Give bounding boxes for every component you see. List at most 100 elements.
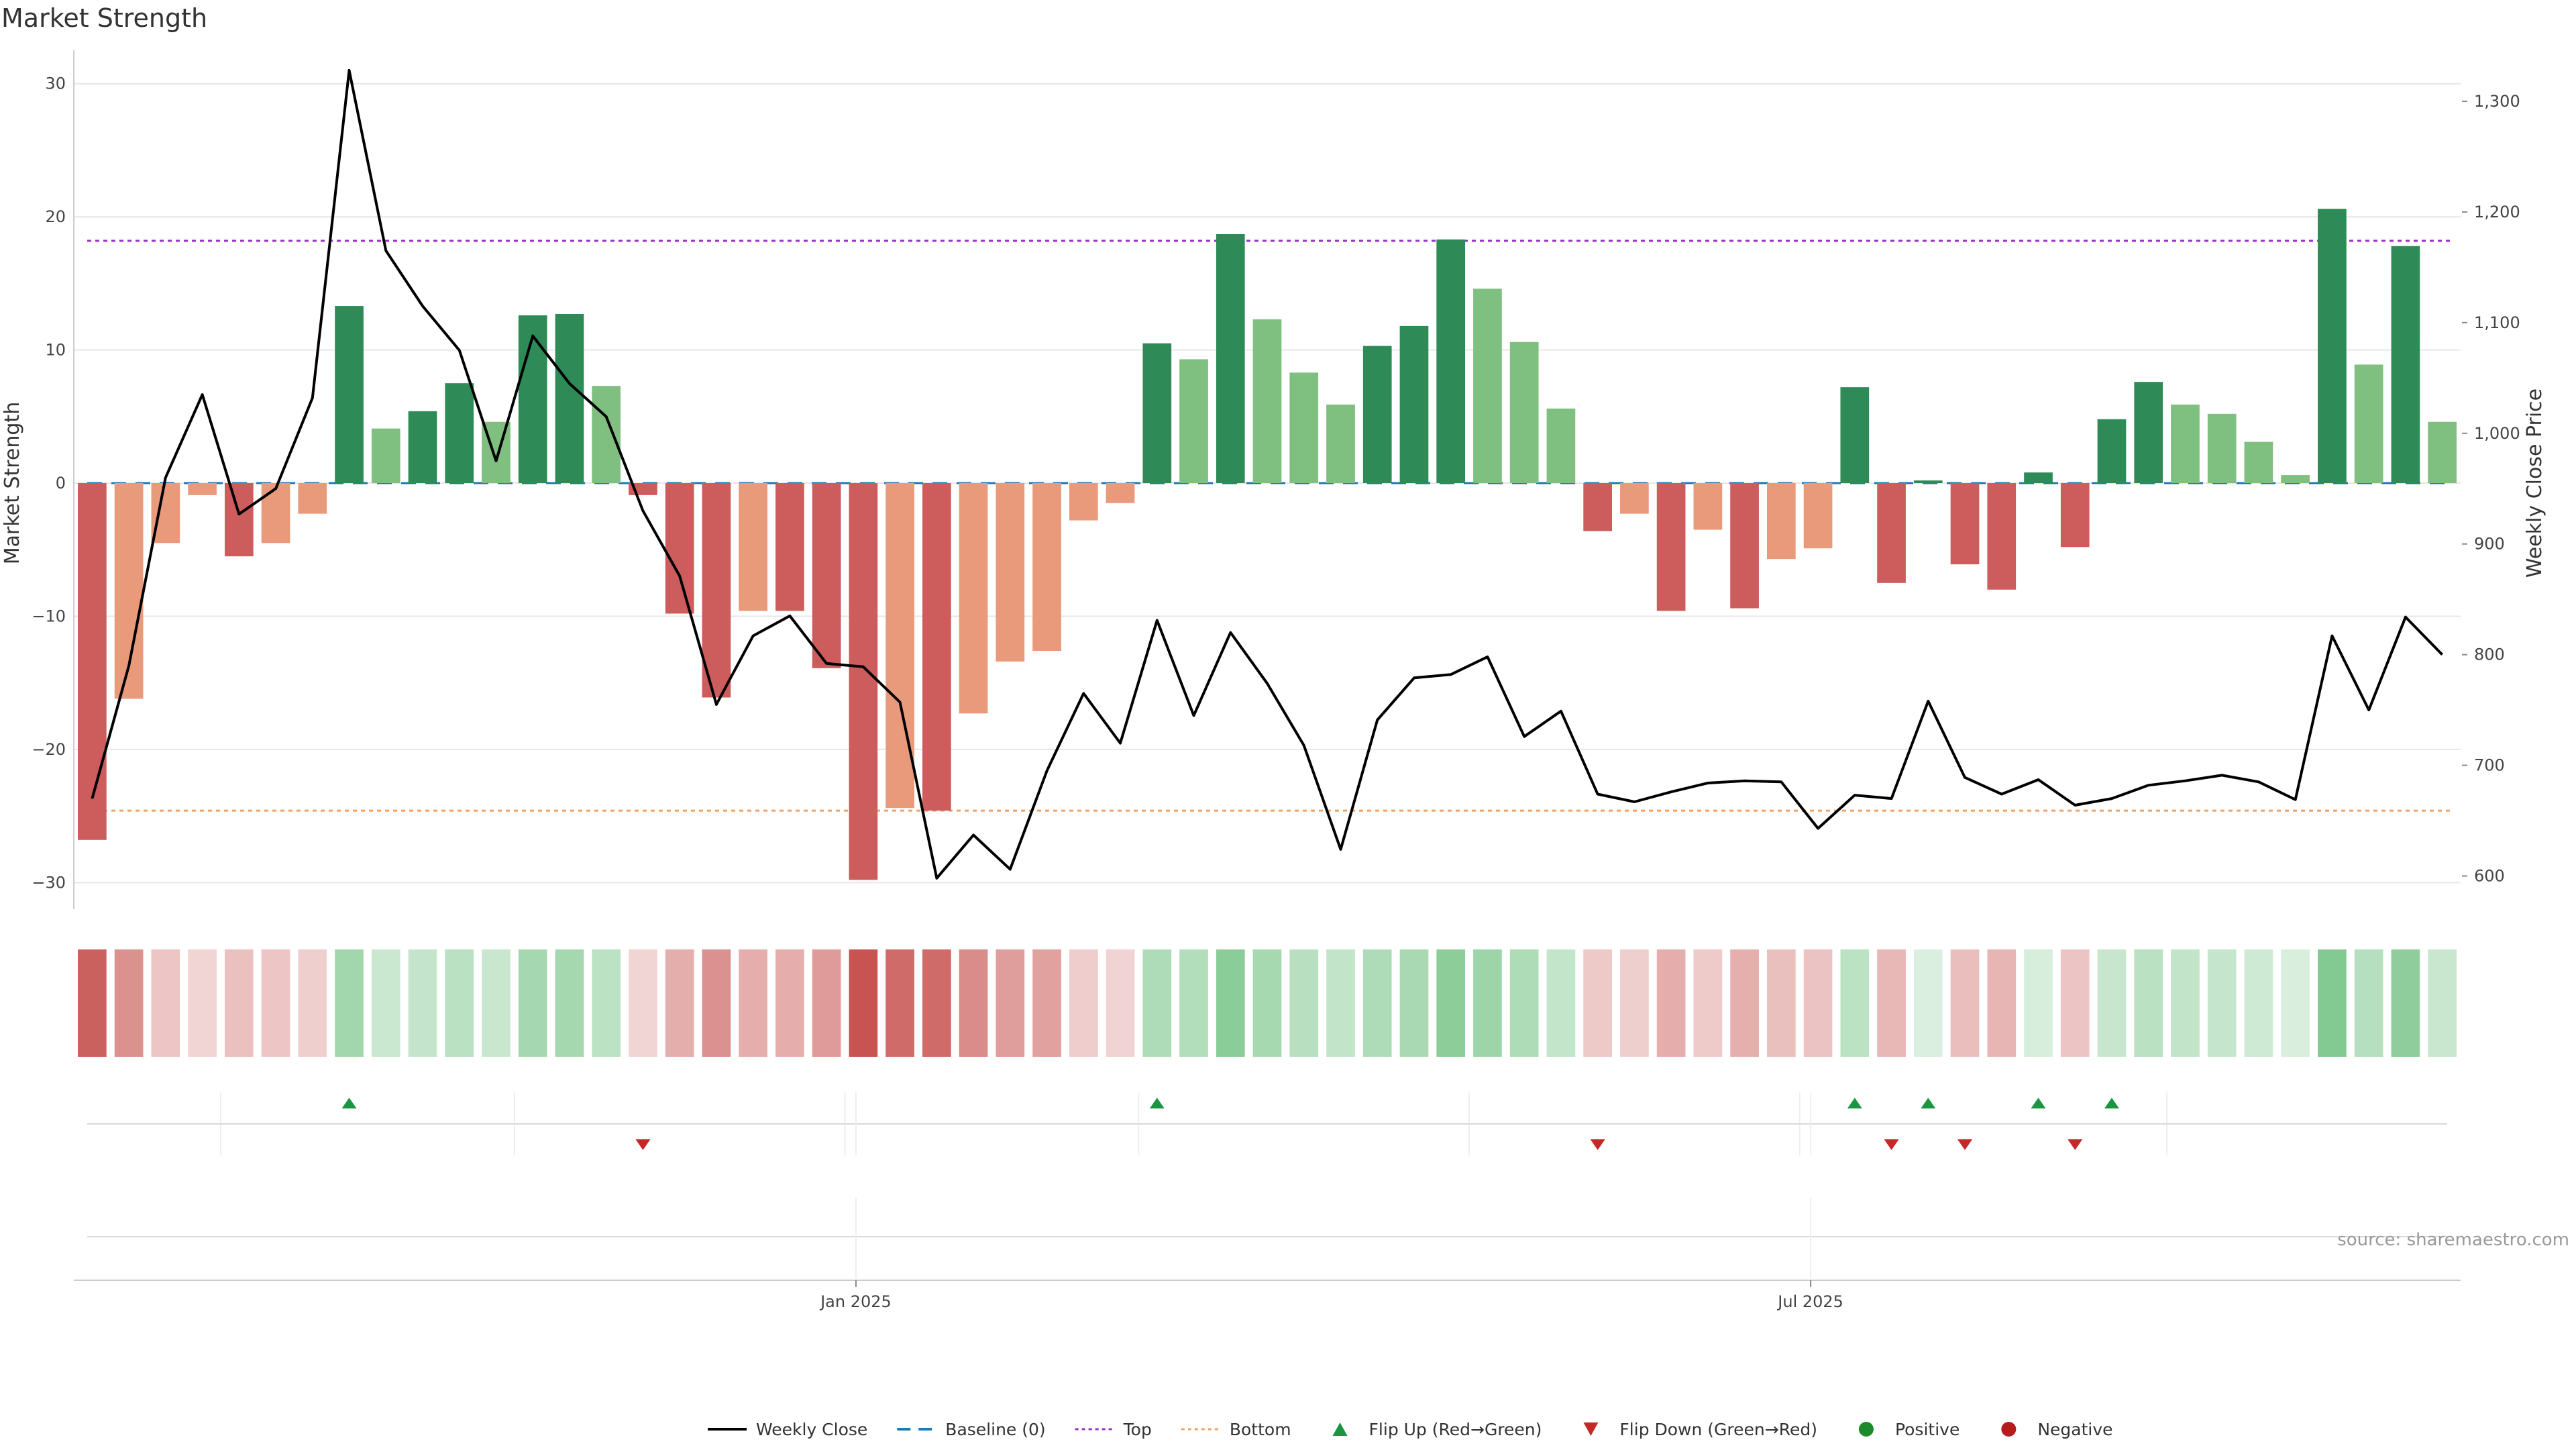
strength-bar [2207,413,2237,483]
x-tick-label: Jan 2025 [819,1292,892,1311]
flip-up-marker [2104,1098,2119,1108]
strength-bar [1620,483,1649,514]
strength-cell [188,949,217,1057]
strength-cell [2354,949,2383,1057]
flip-up-marker [341,1098,357,1108]
strength-bar [1546,408,1576,483]
strength-bar [739,483,768,611]
flip-markers-panel [87,1092,2447,1155]
strength-bar [1142,343,1172,483]
weekly-close-line [91,68,2444,880]
strength-bar [1766,483,1796,560]
legend-triangle-up-swatch [1332,1422,1348,1436]
strength-bar [2354,364,2383,483]
flip-down-marker [1590,1139,1605,1150]
strength-cell [1399,949,1429,1057]
strength-cell [371,949,400,1057]
strength-bar [1179,359,1208,483]
legend-item: Positive [1858,1420,1960,1439]
strength-cell [1730,949,1759,1057]
strength-bar [408,411,437,483]
strength-cell [1913,949,1943,1057]
y2-tick-label: 600 [2474,867,2505,886]
legend-label: Bottom [1230,1420,1291,1439]
strength-bar [2060,483,2090,548]
strength-cell [1179,949,1208,1057]
y-tick-label: 0 [56,474,66,492]
strength-cell [298,949,327,1057]
legend-label: Top [1123,1420,1152,1439]
strength-cell [2318,949,2347,1057]
strength-cell [482,949,511,1057]
strength-cell [1069,949,1098,1057]
y-axis-label: Market Strength [1,402,24,564]
flip-up-marker [1847,1098,1862,1108]
flip-down-marker [2068,1139,2083,1150]
chart-title: Market Strength [1,3,207,33]
source-text: source: sharemaestro.com [2337,1230,2569,1250]
strength-cell [1583,949,1612,1057]
legend-dot-swatch [2001,1422,2017,1437]
strength-bar [1362,346,1392,483]
strength-cell [922,949,951,1057]
strength-bar [1473,289,1502,483]
strength-bar [335,306,364,483]
legend-label: Weekly Close [756,1420,867,1439]
strength-cell [1436,949,1466,1057]
strength-bar [1032,483,1061,652]
flip-up-marker [1149,1098,1165,1108]
y2-tick-label: 1,100 [2474,313,2520,332]
strength-bar [1106,483,1135,503]
legend-item: Flip Up (Red→Green) [1332,1420,1542,1439]
flip-up-marker [2031,1098,2046,1108]
strength-bar [2244,442,2273,483]
y2-tick-label: 1,000 [2474,424,2520,443]
strength-bar [188,483,217,495]
legend-item: Negative [2001,1420,2113,1439]
strength-cell [1656,949,1686,1057]
strength-cell [1289,949,1319,1057]
y2-tick-label: 1,200 [2474,203,2520,221]
legend-label: Positive [1895,1420,1960,1439]
y-tick-label: −10 [32,607,66,625]
strength-cell [518,949,547,1057]
strength-cell [2060,949,2090,1057]
strength-bar [665,483,694,614]
legend-label: Negative [2037,1420,2112,1439]
strength-cell [1766,949,1796,1057]
strength-bar [1730,483,1759,609]
strength-heat-strip [78,949,2457,1057]
x-tick-label: Jul 2025 [1776,1292,1843,1311]
strength-cell [665,949,694,1057]
strength-cell [1546,949,1576,1057]
strength-bar [922,483,951,811]
strength-cell [775,949,804,1057]
strength-cell [1326,949,1355,1057]
strength-cell [2391,949,2420,1057]
strength-cell [1840,949,1870,1057]
strength-bar [298,483,327,514]
strength-cell [2207,949,2237,1057]
strength-bar [849,483,878,880]
strength-bar [1950,483,1980,565]
strength-cell [1032,949,1061,1057]
strength-bar [1326,404,1355,483]
y-tick-label: −20 [32,740,66,759]
legend-label: Flip Up (Red→Green) [1369,1420,1542,1439]
strength-cell [1693,949,1723,1057]
legend-triangle-down-swatch [1583,1422,1599,1436]
strength-bar [2097,419,2127,483]
strength-cell [592,949,621,1057]
strength-cell [959,949,988,1057]
strength-cell [224,949,254,1057]
y2-tick-label: 1,300 [2474,92,2520,111]
strength-bar [2318,209,2347,483]
strength-cell [2171,949,2200,1057]
strength-cell [2244,949,2273,1057]
legend-label: Baseline (0) [945,1420,1045,1439]
strength-bar [1987,483,2017,590]
strength-cell [261,949,290,1057]
strength-bar [2391,246,2420,483]
